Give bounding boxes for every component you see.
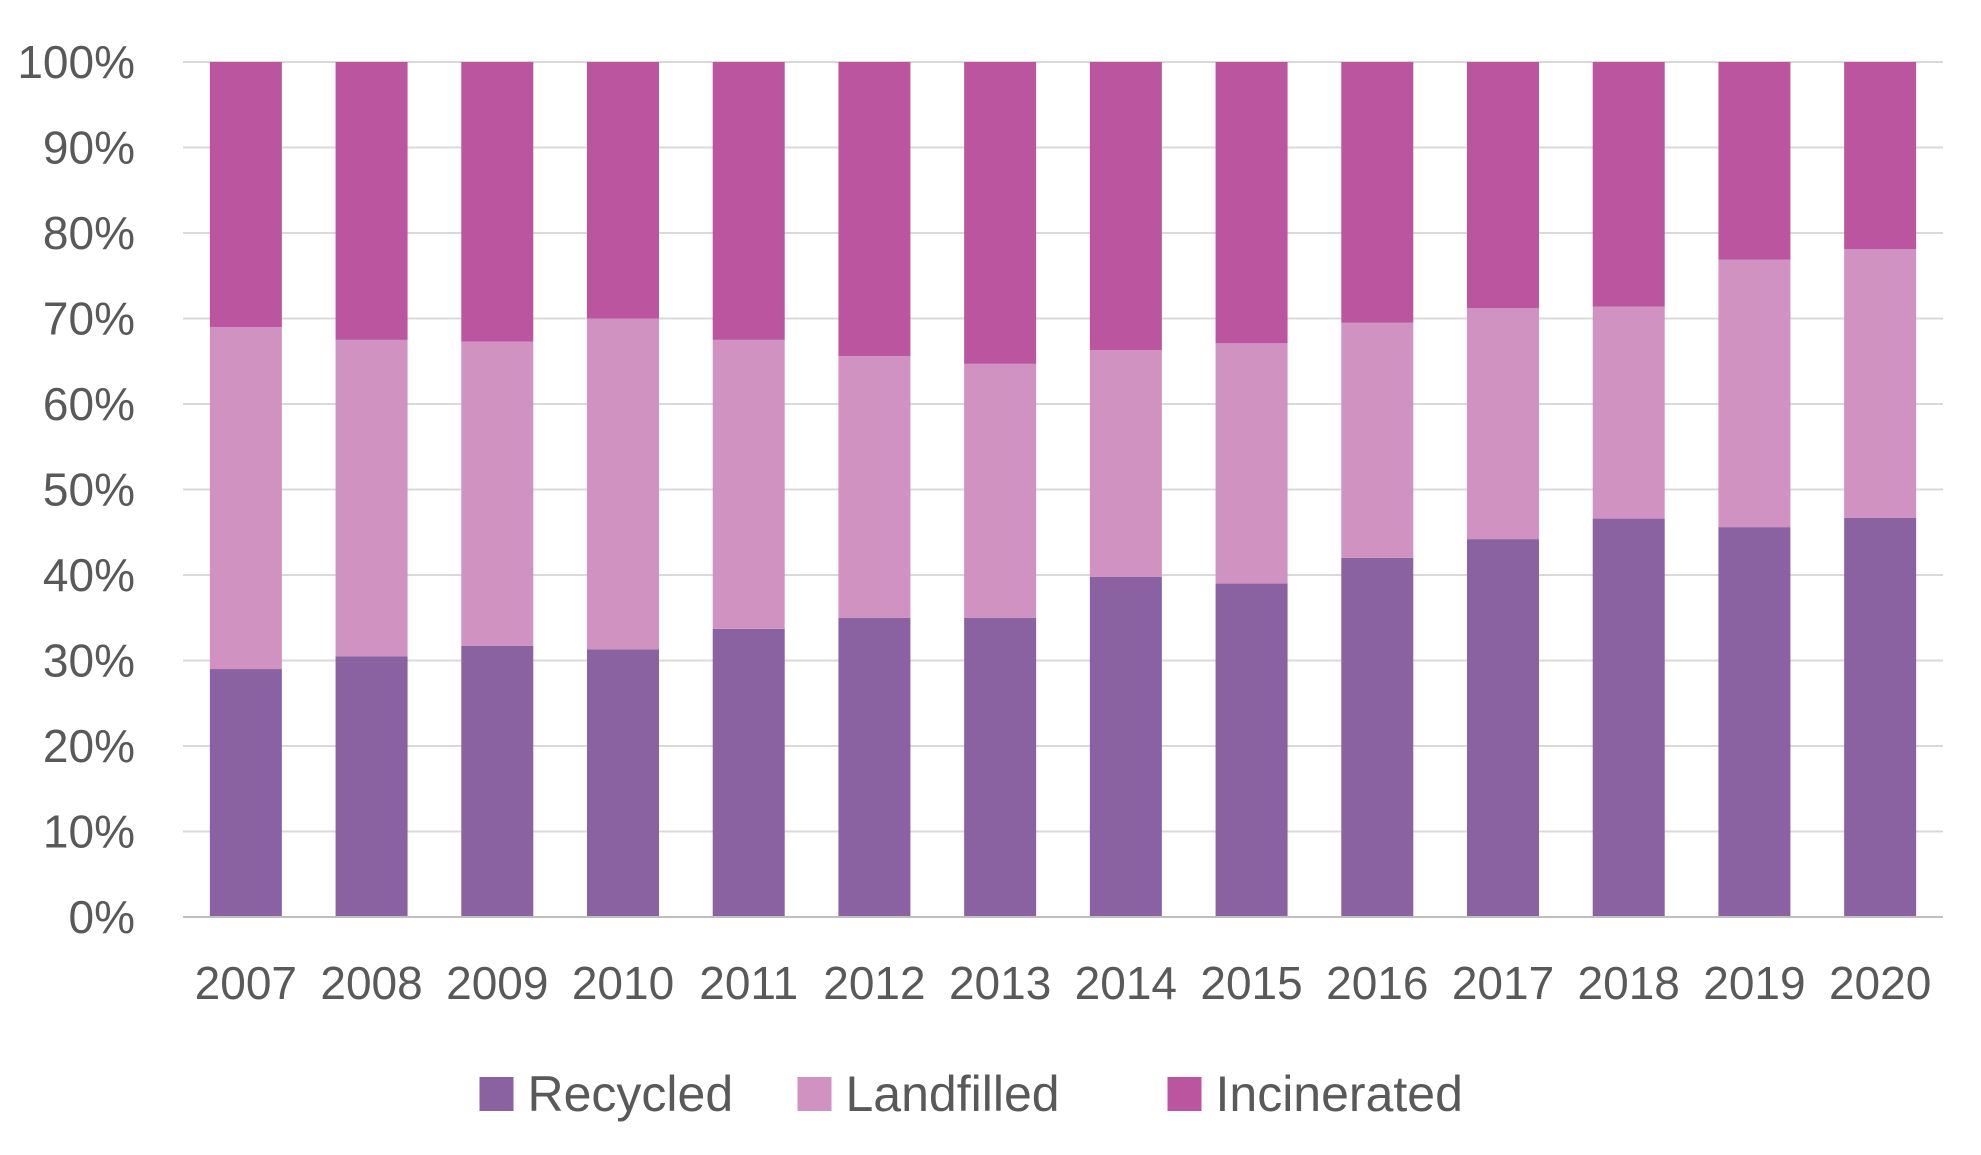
y-tick-label: 100% [17, 36, 135, 88]
bars [209, 62, 1917, 917]
y-tick-label: 50% [43, 464, 135, 516]
bar-segment-incinerated-2019 [1718, 62, 1791, 260]
x-tick-label: 2010 [572, 957, 674, 1009]
bar-segment-recycled-2008 [335, 656, 408, 917]
y-tick-label: 20% [43, 720, 135, 772]
bar-segment-incinerated-2017 [1467, 62, 1539, 309]
bar-segment-landfilled-2019 [1718, 259, 1791, 528]
gridlines [183, 61, 1943, 833]
y-tick-label: 30% [43, 635, 135, 687]
bar-segment-landfilled-2015 [1215, 343, 1288, 584]
bar-segment-incinerated-2014 [1089, 62, 1162, 351]
x-tick-label: 2007 [195, 957, 297, 1009]
bar-segment-landfilled-2010 [587, 318, 659, 650]
x-axis-ticks: 2007 2008 2009 2010 2011 2012 2013 2014 2015 2016… [195, 957, 1932, 1009]
bar-segment-recycled-2016 [1341, 557, 1414, 917]
bar-segment-landfilled-2011 [712, 339, 785, 629]
legend-label-incinerated: Incinerated [1216, 1066, 1463, 1122]
x-tick-label: 2017 [1452, 957, 1554, 1009]
y-tick-label: 80% [43, 207, 135, 259]
bar-segment-incinerated-2018 [1592, 62, 1665, 307]
legend-swatch-recycled [479, 1077, 514, 1111]
bar-segment-recycled-2014 [1089, 576, 1162, 917]
bar-segment-landfilled-2008 [335, 339, 408, 657]
bar-segment-recycled-2010 [587, 649, 659, 917]
x-tick-label: 2016 [1326, 957, 1428, 1009]
x-tick-label: 2011 [699, 957, 798, 1009]
x-tick-label: 2008 [320, 957, 422, 1009]
bar-segment-recycled-2013 [964, 617, 1037, 917]
bar-segment-recycled-2009 [461, 645, 534, 917]
x-tick-label: 2012 [823, 957, 925, 1009]
bar-segment-incinerated-2011 [712, 62, 785, 340]
legend: Recycled Landfilled Incinerated [479, 1066, 1463, 1122]
legend-label-landfilled: Landfilled [846, 1066, 1060, 1122]
bar-segment-incinerated-2008 [335, 62, 408, 340]
bar-segment-incinerated-2012 [838, 62, 911, 357]
legend-label-recycled: Recycled [528, 1066, 734, 1122]
x-tick-label: 2019 [1703, 957, 1805, 1009]
bar-segment-landfilled-2013 [964, 363, 1037, 618]
bar-segment-recycled-2018 [1592, 518, 1665, 917]
legend-swatch-incinerated [1167, 1077, 1202, 1111]
bar-segment-landfilled-2018 [1592, 306, 1665, 519]
x-tick-label: 2018 [1578, 957, 1680, 1009]
bar-segment-incinerated-2016 [1341, 62, 1414, 323]
bar-segment-incinerated-2015 [1215, 62, 1288, 344]
bar-segment-landfilled-2007 [209, 327, 282, 670]
bar-segment-incinerated-2009 [461, 62, 534, 342]
x-tick-label: 2020 [1829, 957, 1931, 1009]
bar-segment-incinerated-2020 [1844, 62, 1917, 250]
x-tick-label: 2013 [949, 957, 1051, 1009]
bar-segment-recycled-2011 [712, 628, 785, 917]
bar-segment-recycled-2007 [209, 669, 282, 917]
x-tick-label: 2014 [1075, 957, 1177, 1009]
y-axis-ticks: 0% 10% 20% 30% 40% 50% 60% 70% 80% 90% 100% [17, 36, 135, 943]
bar-segment-landfilled-2009 [461, 341, 534, 646]
x-tick-label: 2015 [1200, 957, 1302, 1009]
bar-segment-incinerated-2007 [209, 62, 282, 328]
y-tick-label: 90% [43, 122, 135, 174]
y-tick-label: 70% [43, 293, 135, 345]
bar-segment-landfilled-2017 [1467, 308, 1539, 540]
y-tick-label: 60% [43, 378, 135, 430]
y-tick-label: 0% [69, 891, 135, 943]
bar-segment-recycled-2019 [1718, 527, 1791, 917]
x-tick-label: 2009 [446, 957, 548, 1009]
legend-swatch-landfilled [797, 1077, 832, 1111]
bar-segment-landfilled-2014 [1089, 350, 1162, 577]
bar-segment-landfilled-2012 [838, 356, 911, 618]
bar-segment-landfilled-2016 [1341, 322, 1414, 558]
y-tick-label: 10% [43, 806, 135, 858]
bar-segment-incinerated-2010 [587, 62, 659, 319]
bar-segment-recycled-2017 [1467, 539, 1539, 917]
bar-segment-landfilled-2020 [1844, 249, 1917, 518]
bar-segment-recycled-2012 [838, 617, 911, 917]
y-tick-label: 40% [43, 549, 135, 601]
bar-segment-recycled-2020 [1844, 517, 1917, 917]
bar-segment-incinerated-2013 [964, 62, 1037, 364]
bar-segment-recycled-2015 [1215, 583, 1288, 917]
